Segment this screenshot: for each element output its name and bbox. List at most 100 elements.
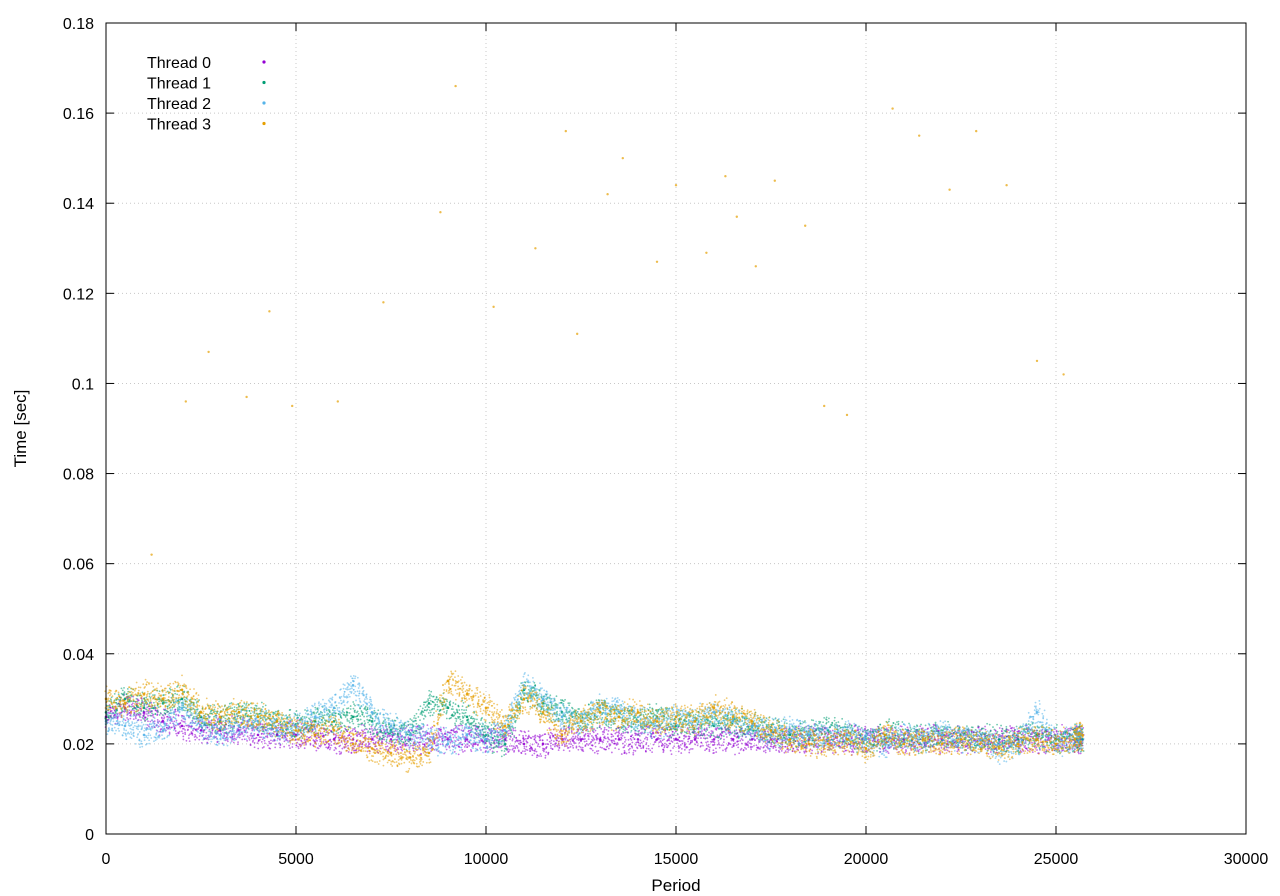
data-point-cloud — [355, 734, 358, 737]
data-point-cloud — [226, 740, 229, 743]
data-point-cloud — [413, 714, 416, 717]
data-point-cloud — [335, 752, 338, 755]
data-point-cloud — [705, 741, 707, 744]
data-point-cloud — [521, 750, 524, 753]
data-point-cloud — [260, 736, 262, 739]
data-point-cloud — [341, 747, 344, 750]
data-point-cloud — [578, 742, 581, 744]
data-point-cloud — [436, 701, 439, 703]
data-point-cloud — [428, 709, 431, 712]
data-point-cloud — [624, 738, 627, 741]
data-point-cloud — [248, 738, 251, 741]
data-point-cloud — [314, 706, 317, 709]
data-point-cloud — [174, 692, 177, 695]
data-point-cloud — [430, 708, 433, 711]
data-point-cloud — [900, 725, 903, 728]
data-point-cloud — [664, 742, 666, 745]
data-point-cloud — [184, 733, 187, 736]
data-point-cloud — [234, 733, 236, 736]
data-point-cloud — [352, 707, 355, 710]
data-point-cloud — [230, 702, 233, 704]
data-point-cloud — [1007, 729, 1010, 732]
data-point-cloud — [680, 752, 683, 754]
data-point-cloud — [376, 731, 378, 734]
data-point-cloud — [274, 710, 277, 713]
data-point-cloud — [459, 724, 461, 727]
data-point-cloud — [524, 731, 527, 734]
data-point-cloud — [158, 714, 161, 716]
data-point-cloud — [357, 725, 360, 728]
data-point-cloud — [433, 701, 435, 704]
data-point-cloud — [734, 735, 736, 738]
data-point-cloud — [405, 742, 408, 745]
data-point-cloud — [524, 737, 527, 740]
data-point-cloud — [367, 721, 369, 724]
data-point-cloud — [422, 711, 425, 714]
data-point-cloud — [178, 730, 181, 733]
data-point-cloud — [732, 743, 735, 745]
data-point-cloud — [388, 742, 390, 745]
data-point-cloud — [347, 744, 349, 747]
data-point-cloud — [538, 755, 540, 757]
data-point-cloud — [676, 742, 679, 745]
data-point-cloud — [315, 739, 317, 741]
data-point-cloud — [1055, 729, 1058, 732]
data-point-cloud — [919, 725, 922, 728]
data-point-cloud — [666, 746, 669, 749]
data-point — [522, 742, 526, 746]
data-point-cloud — [174, 710, 177, 713]
data-point-cloud — [184, 731, 186, 734]
data-point-cloud — [419, 748, 422, 751]
data-point-cloud — [189, 733, 191, 736]
data-point-cloud — [709, 740, 712, 743]
data-point-cloud — [608, 738, 611, 741]
data-point-cloud — [544, 743, 547, 745]
data-point-cloud — [737, 740, 740, 743]
data-point-cloud — [618, 737, 620, 739]
data-point-cloud — [422, 717, 425, 720]
data-point-cloud — [347, 751, 350, 753]
data-point-cloud — [267, 744, 269, 747]
data-point-cloud — [716, 743, 719, 746]
data-point-cloud — [739, 739, 742, 742]
data-point-cloud — [182, 735, 185, 738]
data-point-cloud — [136, 706, 139, 709]
data-point-cloud — [359, 718, 362, 721]
data-point-cloud — [438, 733, 440, 736]
data-point-cloud — [620, 753, 623, 755]
data-point-cloud — [583, 740, 586, 743]
data-point-cloud — [329, 738, 332, 741]
data-point-cloud — [428, 689, 431, 692]
data-point-cloud — [904, 751, 907, 754]
data-point-cloud — [512, 747, 515, 750]
data-point-cloud — [642, 740, 645, 743]
data-point-cloud — [190, 712, 193, 714]
data-point-cloud — [263, 739, 266, 742]
data-point-cloud — [452, 736, 455, 739]
data-point-cloud — [184, 709, 186, 712]
data-point-cloud — [347, 707, 350, 710]
data-point-cloud — [274, 743, 277, 745]
data-point-cloud — [520, 752, 523, 755]
data-point-cloud — [372, 739, 375, 742]
data-point-cloud — [297, 747, 300, 750]
data-point-cloud — [312, 744, 315, 747]
data-point-cloud — [386, 745, 389, 748]
data-point-cloud — [529, 744, 531, 747]
data-point-cloud — [179, 725, 181, 728]
data-point-cloud — [424, 742, 427, 744]
data-point-cloud — [1013, 727, 1015, 729]
data-point-cloud — [322, 740, 325, 743]
data-point-cloud — [516, 746, 519, 749]
data-point-cloud — [685, 735, 688, 738]
data-point-cloud — [372, 729, 375, 731]
data-point-cloud — [455, 736, 458, 739]
data-point-cloud — [629, 747, 631, 750]
data-point-cloud — [426, 724, 429, 726]
data-point-cloud — [394, 738, 397, 741]
data-point-cloud — [150, 710, 153, 712]
data-point-cloud — [533, 752, 536, 755]
data-point-cloud — [230, 740, 233, 742]
data-point-cloud — [360, 710, 363, 712]
data-point-cloud — [632, 749, 635, 752]
